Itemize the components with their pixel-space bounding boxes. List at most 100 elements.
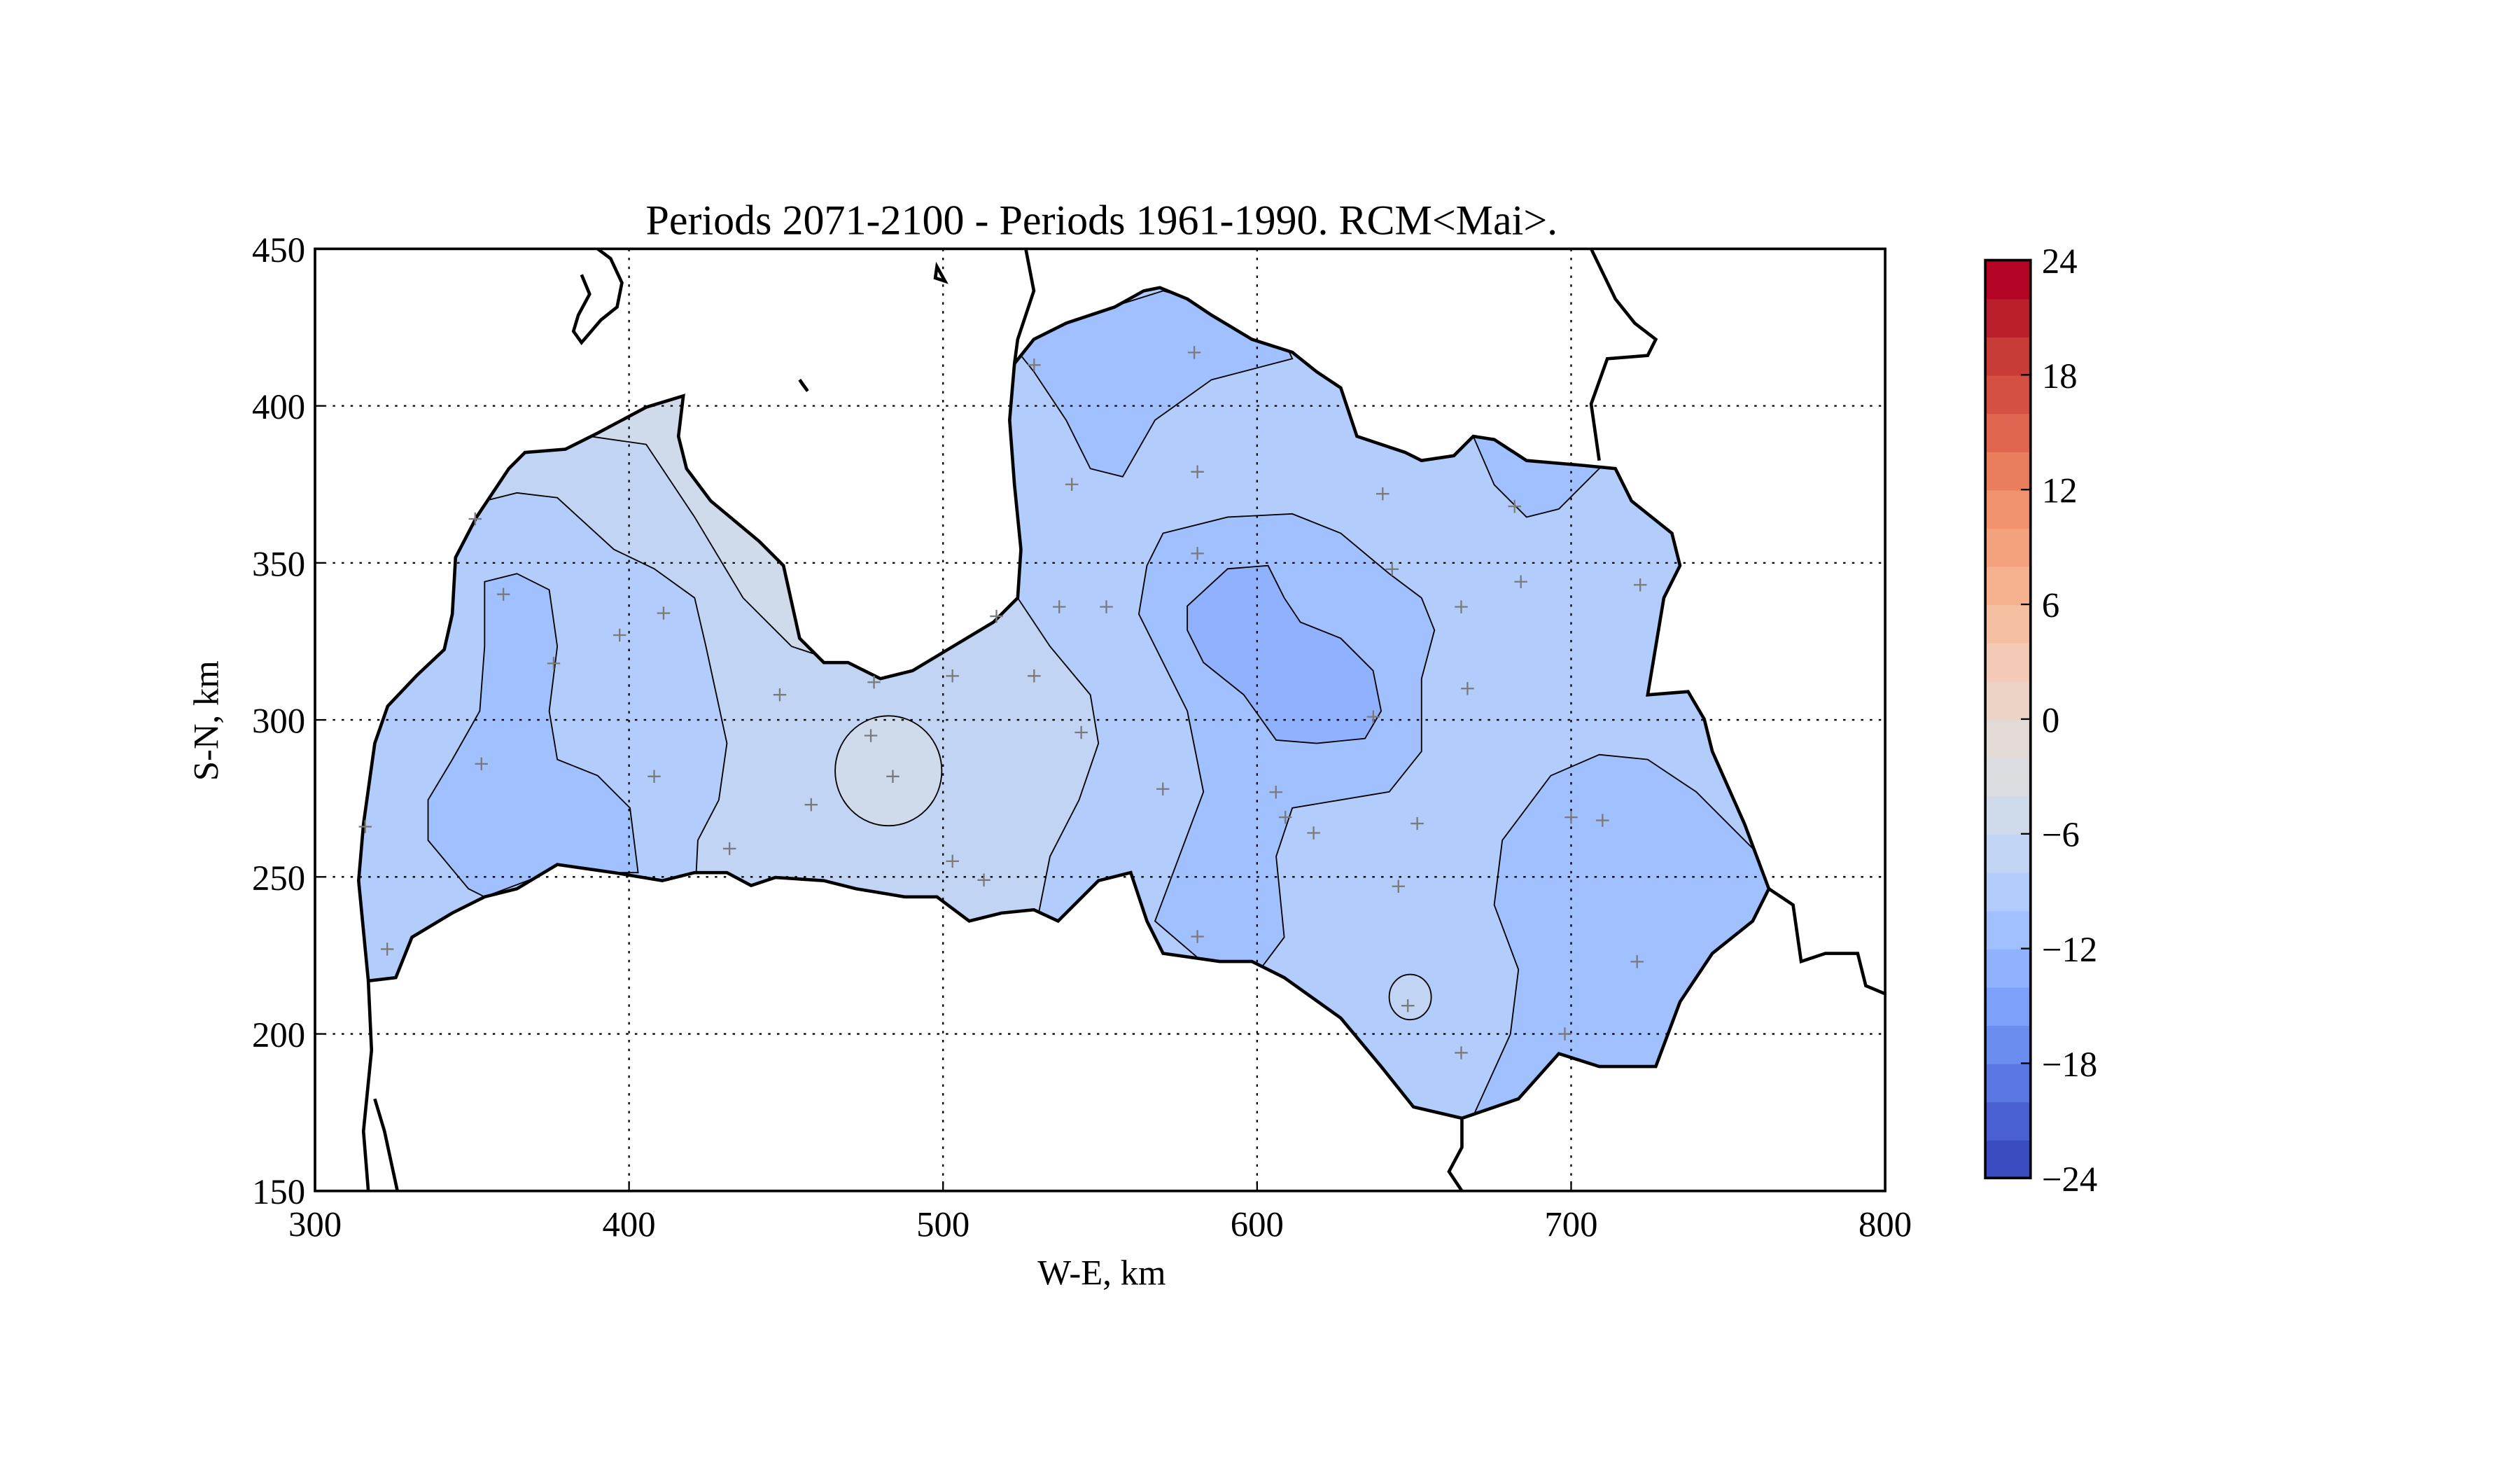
colorbar-bin [1985, 910, 2031, 950]
station-markers [358, 346, 1647, 1059]
station-marker [468, 512, 482, 526]
colorbar-bin [1985, 451, 2031, 491]
station-marker [358, 820, 372, 833]
station-marker [1156, 782, 1170, 795]
station-marker [1065, 478, 1079, 491]
contour-band-dark-north [1013, 290, 1294, 478]
y-tick-label: 150 [252, 1172, 305, 1211]
x-tick-label: 700 [1544, 1204, 1597, 1244]
station-marker [1376, 487, 1390, 501]
y-tick-label: 250 [252, 858, 305, 898]
x-tick-label: 800 [1858, 1204, 1912, 1244]
colorbar-bin [1985, 872, 2031, 912]
colorbar-tick-label: 0 [2042, 700, 2059, 739]
colorbar-bin [1985, 718, 2031, 758]
x-tick-label: 300 [288, 1204, 342, 1244]
station-marker [990, 609, 1003, 623]
y-tick-label: 350 [252, 544, 305, 583]
station-marker [1455, 1046, 1468, 1059]
neighbor-coastlines [361, 249, 1886, 1191]
colorbar-tick-label: 6 [2042, 586, 2059, 625]
station-marker [1385, 562, 1399, 576]
station-marker [1191, 547, 1204, 560]
station-marker [722, 842, 736, 856]
y-axis-label: S-N, km [187, 660, 226, 781]
colorbar-bin [1985, 1063, 2031, 1103]
colorbar-bin [1985, 642, 2031, 682]
saaremaa-island [571, 249, 624, 345]
station-marker [547, 657, 561, 670]
station-marker [1366, 710, 1380, 723]
colorbar-bin [1985, 336, 2031, 376]
station-marker [1307, 826, 1320, 840]
station-marker [946, 854, 959, 868]
colorbar-tick-label: 18 [2042, 356, 2078, 396]
colorbar-tick-label: 24 [2042, 242, 2078, 281]
colorbar-bin [1985, 413, 2031, 452]
station-marker [773, 688, 787, 702]
colorbar-bin [1985, 260, 2031, 300]
x-axis-label: W-E, km [1037, 1253, 1166, 1293]
colorbar-bin [1985, 298, 2031, 338]
colorbar-bin [1985, 757, 2031, 797]
x-tick-label: 400 [603, 1204, 656, 1244]
chart-title: Periods 2071-2100 - Periods 1961-1990. R… [646, 197, 1558, 244]
y-tick-label: 200 [252, 1015, 305, 1055]
colorbar-bin [1985, 566, 2031, 606]
estonia-border [1012, 249, 1036, 364]
station-marker [977, 873, 990, 887]
colorbar-bin [1985, 1024, 2031, 1064]
small-island [798, 378, 809, 392]
station-marker [1508, 499, 1521, 513]
station-marker [1596, 814, 1609, 827]
station-marker [1630, 955, 1644, 968]
station-marker [1052, 600, 1066, 613]
russia-coast [1589, 249, 1658, 461]
colorbar-bin [1985, 987, 2031, 1027]
station-marker [804, 798, 818, 812]
contour-band-light-south [1388, 973, 1432, 1021]
station-marker [648, 770, 661, 784]
station-marker [864, 729, 878, 742]
station-marker [1028, 359, 1041, 372]
station-marker [1191, 465, 1204, 479]
station-marker [886, 770, 899, 784]
colorbar [1985, 260, 2031, 1179]
station-marker [1269, 785, 1282, 799]
station-marker [380, 943, 394, 956]
station-marker [657, 606, 671, 620]
y-tick-label: 450 [252, 230, 305, 270]
station-marker [475, 757, 488, 771]
x-tick-label: 600 [1231, 1204, 1284, 1244]
contour-band-darkest [1186, 564, 1382, 744]
station-marker [1074, 725, 1088, 739]
station-marker [1564, 810, 1578, 824]
colorbar-tick-label: 12 [2042, 471, 2078, 510]
station-marker [612, 628, 626, 642]
station-marker [496, 587, 510, 601]
y-axis-ticks: 150 200 250 300 350 400 450 [252, 230, 325, 1211]
colorbar-bin [1985, 604, 2031, 644]
x-axis-ticks: 300 400 500 600 700 800 [288, 1181, 1912, 1244]
colorbar-bin [1985, 681, 2031, 721]
y-tick-label: 300 [252, 702, 305, 741]
colorbar-tick-label: −24 [2042, 1160, 2097, 1199]
colorbar-tick-label: −18 [2042, 1045, 2097, 1084]
colorbar-ticks: 24 18 12 6 0 −6 −12 −18 −24 [2020, 242, 2097, 1199]
station-marker [1633, 578, 1647, 592]
colorbar-bin [1985, 795, 2031, 835]
colorbar-tick-label: −12 [2042, 930, 2097, 969]
x-tick-label: 500 [916, 1204, 969, 1244]
station-marker [1514, 575, 1527, 588]
station-marker [1028, 669, 1041, 683]
station-marker [1191, 930, 1204, 943]
station-marker [1461, 682, 1474, 695]
station-marker [1392, 879, 1405, 893]
station-marker [1455, 600, 1468, 613]
colorbar-bin [1985, 527, 2031, 567]
y-tick-label: 400 [252, 387, 305, 426]
contour-band-grey-center [834, 715, 943, 827]
small-island-2 [933, 261, 948, 284]
